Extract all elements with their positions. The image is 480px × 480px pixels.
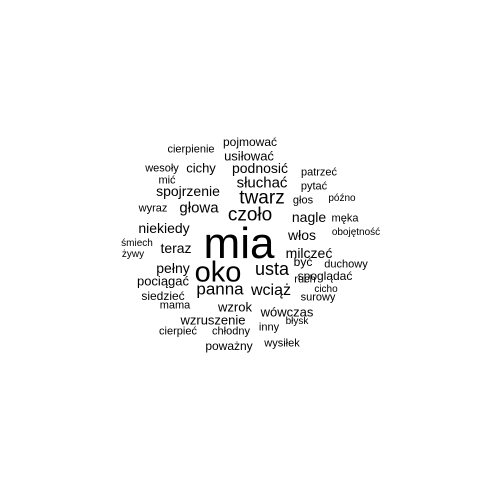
cloud-word: głowa	[179, 199, 219, 217]
cloud-word: cicho	[314, 284, 338, 295]
cloud-word: wciąż	[250, 282, 292, 299]
cloud-word: pociągać	[136, 273, 190, 289]
cloud-word: milczeć	[285, 245, 333, 261]
cloud-word: podnosić	[231, 160, 289, 176]
cloud-word: pytać	[300, 180, 328, 193]
cloud-word: śmiech	[121, 238, 153, 249]
cloud-word: słuchać	[236, 174, 288, 192]
cloud-word: głos	[292, 194, 314, 207]
cloud-word: późno	[328, 193, 356, 204]
cloud-word: włos	[287, 227, 317, 243]
cloud-word: obojętność	[331, 227, 381, 238]
cloud-word: duchowy	[324, 258, 368, 271]
cloud-word: usiłować	[224, 148, 274, 164]
cloud-word: pełny	[156, 260, 190, 276]
cloud-word: wzrok	[218, 299, 252, 315]
cloud-word: inny	[258, 321, 280, 334]
cloud-word: ruch	[294, 273, 316, 286]
cloud-word: teraz	[160, 240, 192, 256]
cloud-word: cierpieć	[159, 325, 197, 338]
cloud-word: patrzeć	[300, 166, 338, 179]
cloud-word: chłodny	[212, 325, 250, 338]
cloud-word: twarz	[239, 187, 285, 209]
cloud-word: oko	[194, 256, 242, 289]
cloud-word: nagle	[291, 209, 327, 225]
cloud-word: męka	[331, 212, 359, 225]
cloud-word: żywy	[121, 249, 145, 260]
cloud-word: siedzieć	[141, 289, 185, 303]
cloud-word: usta	[254, 259, 290, 279]
cloud-word: wesoły	[145, 162, 179, 175]
cloud-word: pojmować	[222, 135, 278, 149]
cloud-word: mić	[158, 174, 176, 187]
cloud-word: panna	[196, 279, 244, 299]
cloud-word: cichy	[186, 160, 216, 176]
cloud-word: mama	[159, 299, 191, 312]
cloud-word: wyraz	[138, 202, 168, 215]
cloud-word: surowy	[300, 291, 336, 304]
cloud-word: być	[293, 255, 313, 269]
cloud-word: wówczas	[260, 304, 314, 320]
cloud-word: spojrzenie	[156, 183, 220, 199]
cloud-word: niekiedy	[138, 220, 190, 236]
cloud-word: cierpienie	[167, 143, 215, 156]
cloud-word: spoglądać	[297, 269, 353, 283]
cloud-word: błysk	[285, 316, 309, 327]
cloud-word: wzruszenie	[180, 312, 246, 328]
cloud-word: czoło	[227, 204, 273, 226]
cloud-word: mia	[203, 219, 275, 268]
cloud-word: wysiłek	[264, 337, 300, 350]
cloud-word: poważny	[205, 339, 253, 353]
